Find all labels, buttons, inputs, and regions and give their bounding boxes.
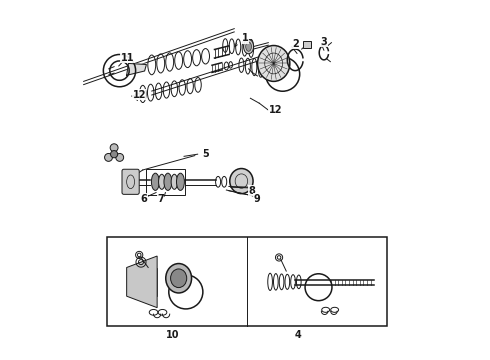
Text: 12: 12 (132, 90, 146, 100)
Ellipse shape (110, 144, 118, 152)
Text: 7: 7 (157, 194, 164, 204)
Ellipse shape (104, 153, 113, 161)
Text: 2: 2 (292, 39, 298, 49)
Ellipse shape (244, 40, 254, 54)
Ellipse shape (176, 173, 184, 190)
Text: 1: 1 (242, 33, 248, 43)
Ellipse shape (230, 168, 253, 194)
Text: 9: 9 (253, 194, 260, 204)
Text: 8: 8 (249, 186, 256, 196)
Ellipse shape (258, 45, 290, 81)
Ellipse shape (171, 174, 177, 189)
FancyBboxPatch shape (303, 41, 311, 48)
Bar (146, 169, 186, 195)
Ellipse shape (245, 42, 251, 51)
Polygon shape (126, 256, 157, 308)
Ellipse shape (111, 150, 118, 158)
Ellipse shape (116, 153, 123, 161)
Text: 12: 12 (269, 105, 282, 115)
Ellipse shape (164, 173, 172, 190)
Text: 5: 5 (202, 149, 209, 159)
Text: 4: 4 (294, 330, 301, 340)
Ellipse shape (166, 264, 192, 293)
Ellipse shape (171, 269, 187, 288)
Text: 10: 10 (166, 330, 179, 340)
FancyBboxPatch shape (122, 169, 139, 194)
Text: 6: 6 (141, 194, 147, 204)
Text: 3: 3 (320, 37, 327, 47)
Ellipse shape (159, 174, 165, 189)
Bar (107, 237, 387, 326)
Ellipse shape (151, 173, 159, 190)
Polygon shape (126, 63, 147, 75)
Text: 11: 11 (121, 53, 134, 63)
